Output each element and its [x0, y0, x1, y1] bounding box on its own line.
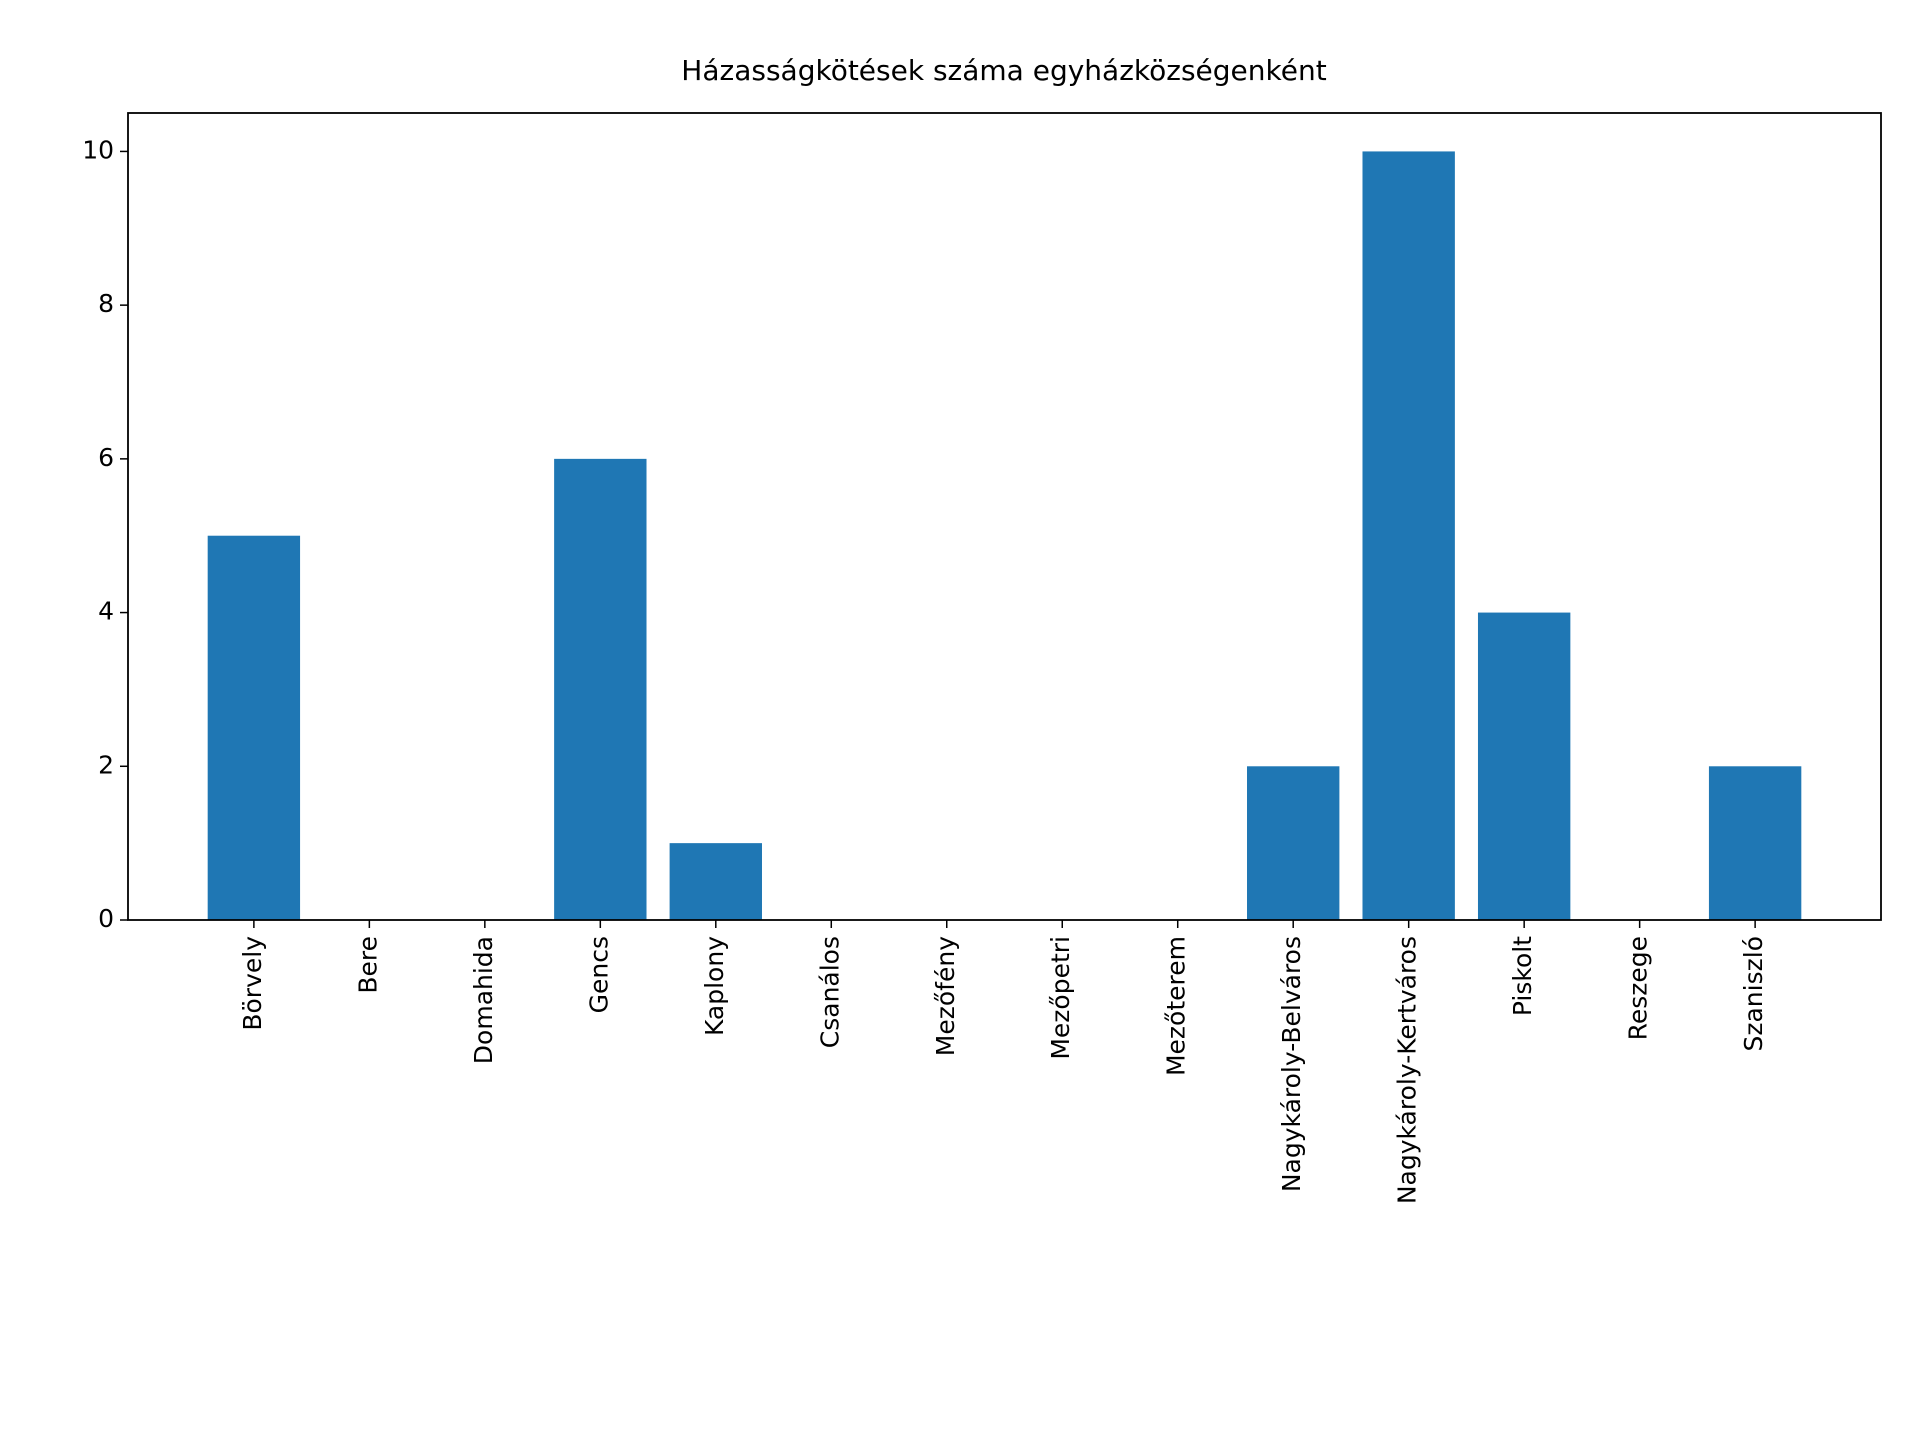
chart-title: Házasságkötések száma egyházközségenként: [681, 54, 1326, 87]
x-tick-label: Piskolt: [1508, 936, 1537, 1016]
y-tick-label: 8: [98, 289, 114, 318]
bar: [1477, 612, 1571, 920]
x-tick-label: Nagykároly-Belváros: [1277, 936, 1306, 1192]
y-tick-label: 10: [82, 135, 114, 164]
x-tick-label: Gencs: [584, 936, 613, 1013]
bar: [554, 458, 647, 920]
x-tick-label: Nagykároly-Kertváros: [1393, 936, 1422, 1204]
x-tick-label: Domahida: [469, 936, 498, 1064]
y-tick-label: 0: [98, 904, 114, 933]
x-tick-label: Mezőpetri: [1046, 936, 1075, 1060]
x-tick-label: Mezőfény: [931, 936, 960, 1056]
x-tick-label: Kaplony: [700, 936, 729, 1036]
x-tick-label: Mezőterem: [1162, 936, 1191, 1076]
x-tick-label: Szaniszló: [1739, 936, 1768, 1052]
bar: [1708, 766, 1802, 920]
plot-frame: [127, 112, 1882, 921]
bar: [1247, 766, 1340, 920]
x-tick-label: Csanálos: [815, 936, 844, 1048]
bar: [669, 843, 762, 920]
y-tick-label: 4: [98, 597, 114, 626]
bar: [1362, 151, 1455, 920]
y-tick-label: 6: [98, 443, 114, 472]
x-tick-label: Börvely: [238, 936, 267, 1031]
x-tick-label: Bere: [353, 936, 382, 994]
bar: [207, 535, 301, 920]
y-tick-label: 2: [98, 750, 114, 779]
x-tick-label: Reszege: [1624, 936, 1653, 1040]
